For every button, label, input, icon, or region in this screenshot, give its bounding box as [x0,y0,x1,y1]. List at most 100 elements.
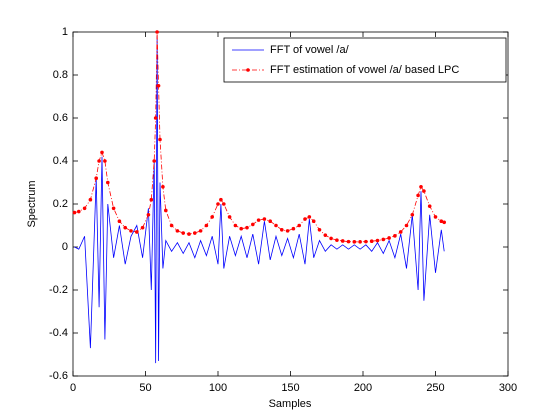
series-marker [155,30,159,34]
series-marker [262,217,267,221]
series-marker [307,215,312,219]
x-tick-label: 100 [209,382,227,394]
series-marker [274,223,278,228]
series-marker [419,185,423,189]
series-marker [100,150,104,155]
series-marker [193,231,197,235]
series-marker [111,206,116,211]
series-marker [152,159,156,163]
y-tick-label: 1 [62,26,68,38]
series-marker [358,240,362,244]
series-marker [198,229,203,233]
series-marker [135,230,139,234]
y-tick-label: 0.2 [53,198,68,210]
series-marker [204,223,209,228]
series-marker [297,223,302,228]
series-marker [77,209,81,214]
series-marker [169,223,174,228]
series-marker [239,226,243,231]
series-marker [227,215,232,219]
x-tick-label: 250 [426,382,444,394]
y-tick-label: -0.4 [49,327,68,339]
series-marker [233,223,238,228]
x-tick-label: 200 [354,382,372,394]
series-marker [97,159,101,163]
series-marker [303,217,307,221]
series-marker [291,226,296,231]
y-tick-label: 0.8 [53,69,68,81]
series-marker [416,193,420,198]
series-marker [335,238,339,242]
series-marker [387,236,391,240]
series-marker [210,215,214,219]
y-tick-label: -0.6 [49,370,68,382]
series-marker [123,225,127,230]
series-marker [427,204,432,208]
series-marker [216,202,220,206]
series-marker [164,208,168,213]
series-marker [422,189,426,193]
series-line [74,36,445,364]
y-axis-label: Spectrum [26,180,38,227]
series-marker [82,206,87,211]
series-marker [268,219,273,223]
x-tick-label: 150 [281,382,299,394]
series-marker [398,230,403,234]
series-marker [106,180,110,185]
x-tick-label: 300 [499,382,517,394]
series-marker [256,218,261,222]
series-marker [117,219,122,223]
x-tick-label: 0 [70,382,76,394]
legend-label: FFT of vowel /a/ [270,44,350,56]
series-marker [129,229,133,233]
series-marker [369,239,374,243]
series-marker [340,239,345,243]
y-tick-label: -0.2 [49,284,68,296]
series-marker [404,223,409,228]
legend-box [223,37,507,83]
series-marker [158,137,162,142]
series-marker [146,212,151,217]
plot-area [72,31,509,377]
series-marker [103,159,107,163]
series-marker [161,185,165,189]
series-marker [72,210,77,215]
y-tick-label: 0.4 [53,155,68,167]
series-marker [140,225,145,230]
series-marker [285,229,290,233]
series-marker [352,240,357,244]
series-marker [311,219,316,223]
y-tick-label: 0 [62,241,68,253]
series-marker [375,238,380,243]
series-marker [175,229,180,233]
series-marker [329,236,333,241]
series-marker [381,237,386,242]
series-marker [433,215,438,219]
series-marker [364,239,368,244]
series-marker [410,212,415,217]
x-axis-label: Samples [269,398,312,410]
series-marker [245,225,249,230]
series-marker [393,234,397,238]
series-marker [156,83,161,88]
series-marker [187,232,191,236]
series-marker [88,197,93,202]
series-marker [439,219,444,223]
series-marker [323,233,328,237]
legend-marker [246,68,250,72]
series-marker [280,228,284,232]
series-marker [94,176,98,180]
series-marker [219,197,223,202]
series-marker [442,220,447,225]
series-marker [317,228,322,232]
series-marker [251,222,255,227]
series-marker [153,116,158,120]
legend-label: FFT estimation of vowel /a/ based LPC [270,64,459,76]
series-marker [149,197,154,202]
series-marker [346,239,351,244]
x-tick-label: 50 [139,382,151,394]
series-marker [181,231,185,235]
series-marker [222,202,226,206]
y-tick-label: 0.6 [53,112,68,124]
